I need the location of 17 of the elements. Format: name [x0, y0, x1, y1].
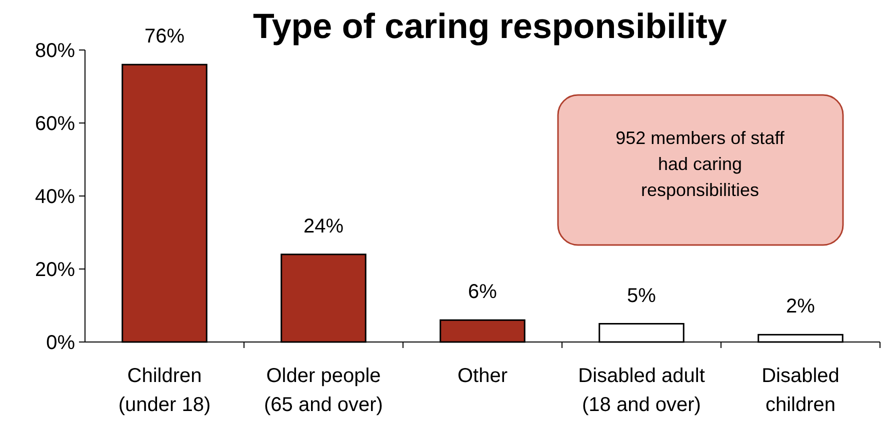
data-label: 5%	[627, 284, 656, 307]
y-tick-label: 40%	[34, 186, 76, 208]
annotation: 952 members of staff had caring responsibilities	[616, 128, 786, 200]
data-label: 24%	[303, 215, 344, 238]
x-tick-label: Children (under 18)	[118, 365, 211, 416]
x-tick-label: Disabled adult (18 and over)	[578, 365, 706, 416]
y-tick-label: 80%	[34, 40, 76, 62]
x-tick-label: Other	[457, 365, 508, 387]
x-tick-label: Older people (65 and over)	[264, 365, 383, 416]
y-tick-label: 20%	[34, 259, 76, 281]
y-tick-label: 0%	[46, 332, 76, 354]
data-label: 2%	[786, 296, 816, 318]
data-label: 6%	[468, 281, 498, 304]
x-tick-label: Disabled children	[762, 365, 840, 416]
data-label: 76%	[144, 26, 185, 48]
y-tick-label: 60%	[34, 113, 76, 135]
chart-title: Type of caring responsibility	[253, 7, 728, 46]
